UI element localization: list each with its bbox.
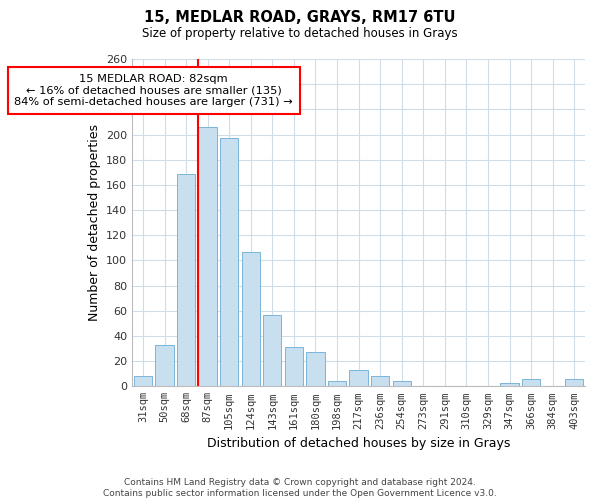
Text: Contains HM Land Registry data © Crown copyright and database right 2024.
Contai: Contains HM Land Registry data © Crown c… <box>103 478 497 498</box>
Y-axis label: Number of detached properties: Number of detached properties <box>88 124 101 321</box>
Bar <box>285 348 303 387</box>
Bar <box>134 376 152 386</box>
Bar <box>500 382 518 386</box>
Bar <box>242 252 260 386</box>
Bar <box>565 379 583 386</box>
Bar <box>155 345 173 387</box>
Bar <box>522 379 540 386</box>
Bar <box>392 382 411 386</box>
Bar <box>199 127 217 386</box>
Bar <box>328 382 346 386</box>
Text: Size of property relative to detached houses in Grays: Size of property relative to detached ho… <box>142 28 458 40</box>
Text: 15, MEDLAR ROAD, GRAYS, RM17 6TU: 15, MEDLAR ROAD, GRAYS, RM17 6TU <box>144 10 456 25</box>
Text: 15 MEDLAR ROAD: 82sqm
← 16% of detached houses are smaller (135)
84% of semi-det: 15 MEDLAR ROAD: 82sqm ← 16% of detached … <box>14 74 293 108</box>
X-axis label: Distribution of detached houses by size in Grays: Distribution of detached houses by size … <box>207 437 510 450</box>
Bar <box>371 376 389 386</box>
Bar <box>263 314 281 386</box>
Bar <box>220 138 238 386</box>
Bar <box>306 352 325 386</box>
Bar <box>349 370 368 386</box>
Bar <box>177 174 195 386</box>
